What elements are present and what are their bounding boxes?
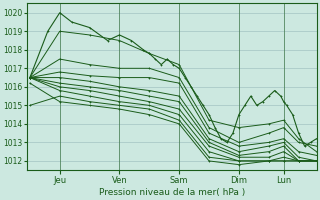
X-axis label: Pression niveau de la mer( hPa ): Pression niveau de la mer( hPa ): [99, 188, 245, 197]
